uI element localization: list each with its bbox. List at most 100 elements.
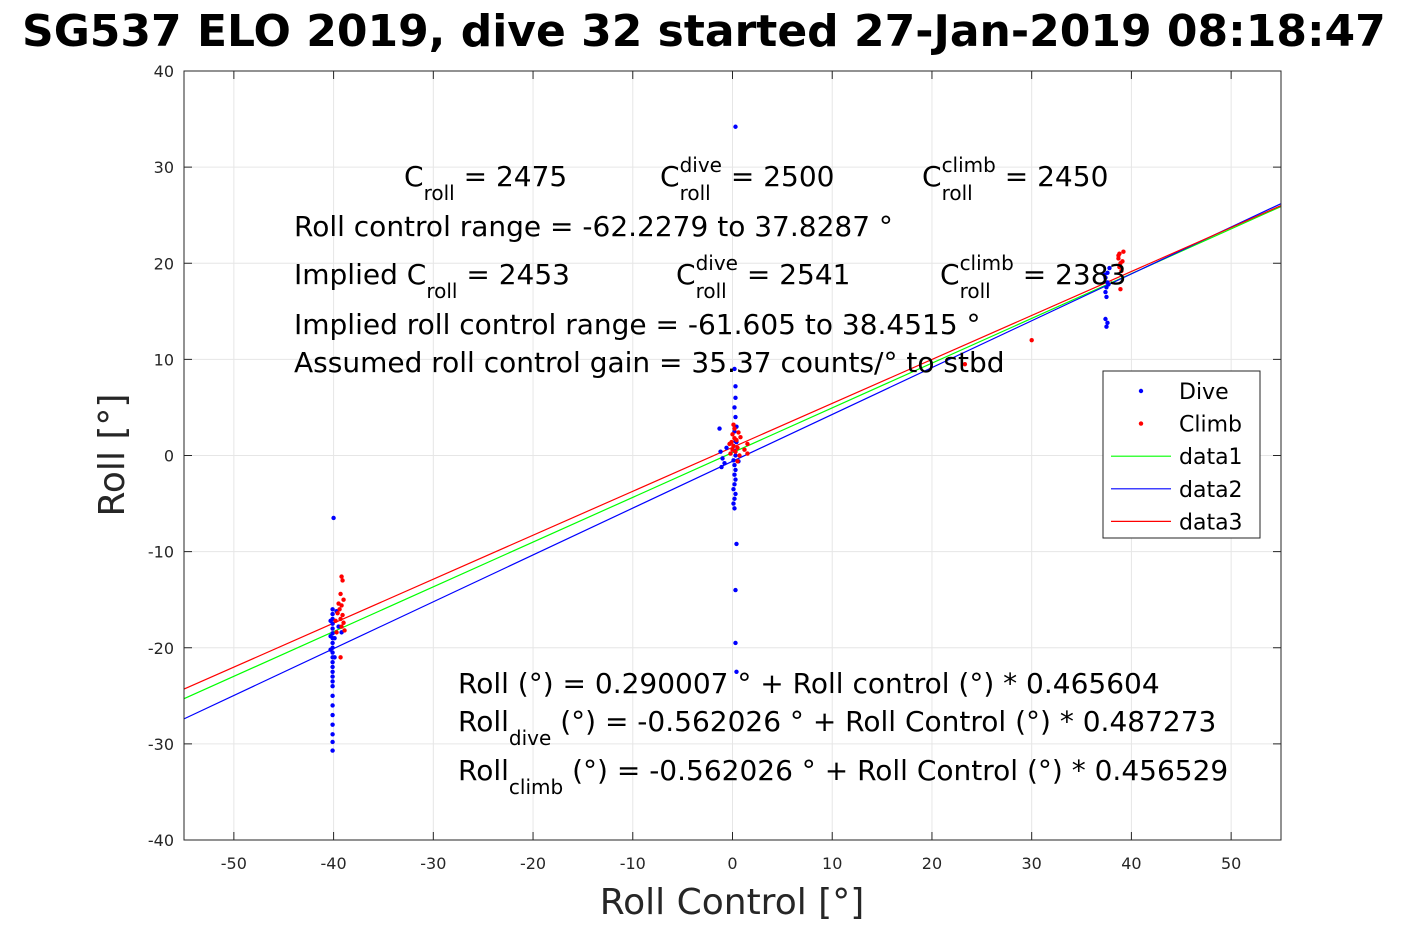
dive-point	[1106, 282, 1111, 287]
climb-point	[337, 607, 342, 612]
annotation-part: roll	[426, 279, 457, 303]
annotations: Croll = 2475 Cdive roll = 2500 Cclimb roll =…	[294, 153, 1228, 799]
annotation-part: Implied roll control range = -61.605 to …	[294, 308, 981, 341]
dive-point	[731, 486, 736, 492]
annotation-part: = 2453	[457, 258, 570, 291]
dive-point	[733, 414, 738, 420]
dive-point	[724, 445, 729, 451]
dive-point	[717, 426, 722, 431]
dive-point	[732, 366, 737, 372]
climb-point	[338, 616, 343, 622]
legend-label: Dive	[1179, 380, 1229, 405]
annotation-part: = 2541	[738, 258, 851, 291]
annotation-part: C	[940, 258, 960, 291]
dive-point	[1104, 294, 1109, 300]
dive-point	[1105, 320, 1110, 326]
annotation-part: C	[404, 160, 424, 193]
annotation-part: Implied C	[294, 258, 426, 291]
legend-marker-climb	[1138, 421, 1144, 426]
dive-point	[733, 491, 738, 497]
annotation-part: C	[922, 160, 942, 193]
annotation-implied-range: Implied roll control range = -61.605 to …	[294, 308, 981, 341]
chart-title: SG537 ELO 2019, dive 32 started 27-Jan-2…	[22, 6, 1386, 57]
dive-point	[733, 453, 738, 458]
dive-point	[734, 669, 739, 674]
climb-point	[334, 630, 339, 635]
climb-point	[341, 620, 346, 625]
climb-point	[340, 578, 345, 583]
annotation-fit-dive: Rolldive (°) = -0.562026 ° + Roll Contro…	[458, 705, 1216, 750]
dive-point	[330, 722, 335, 727]
dive-point	[328, 647, 333, 652]
dive-point	[330, 659, 335, 665]
dive-point	[330, 664, 335, 670]
dive-point	[330, 640, 335, 646]
climb-point	[736, 430, 741, 435]
climb-point	[962, 361, 968, 367]
climb-point	[1029, 337, 1034, 343]
legend: Dive Climb data1 data2 data3	[1102, 370, 1261, 539]
dive-point	[330, 669, 335, 674]
y-tick-label: 10	[154, 350, 174, 369]
dive-point	[330, 712, 335, 718]
annotation-part: C	[676, 258, 696, 291]
annotation-part: roll	[680, 181, 711, 205]
climb-point	[745, 441, 750, 447]
climb-point	[1118, 287, 1123, 292]
dive-point	[330, 674, 335, 679]
annotation-c-roll-dive: Cdive roll = 2500	[660, 153, 835, 205]
x-tick-label: 30	[1022, 854, 1042, 873]
legend-label: Climb	[1179, 413, 1242, 438]
annotation-part: Roll	[458, 705, 509, 738]
dive-point	[330, 611, 335, 617]
climb-point	[727, 441, 732, 447]
annotation-part: roll	[942, 181, 973, 205]
annotation-part: (°) = -0.562026 ° + Roll Control (°) * 0…	[563, 754, 1228, 787]
dive-point	[733, 640, 738, 646]
y-tick-label: -10	[148, 543, 174, 562]
annotation-gain: Assumed roll control gain = 35.37 counts…	[294, 346, 1005, 379]
dive-point	[332, 655, 337, 660]
annotation-part: roll	[696, 279, 727, 303]
x-tick-label: -50	[221, 854, 247, 873]
dive-point	[732, 405, 737, 410]
annotation-c-roll-climb: Cclimb roll = 2450	[922, 153, 1108, 205]
y-tick-label: 40	[154, 62, 174, 81]
climb-point	[742, 447, 747, 452]
y-tick-label: -20	[148, 639, 174, 658]
annotation-implied-c-roll-climb: Cclimb roll = 2383	[940, 251, 1126, 303]
dive-point	[330, 703, 335, 708]
climb-point	[339, 624, 344, 629]
dive-point	[733, 467, 738, 473]
x-tick-label: -30	[420, 854, 446, 873]
x-axis-label: Roll Control [°]	[600, 882, 865, 923]
dive-point	[330, 679, 335, 684]
climb-point	[733, 449, 738, 454]
dive-point	[328, 618, 333, 624]
dive-point	[732, 496, 737, 501]
climb-point	[339, 574, 344, 579]
climb-point	[735, 445, 740, 451]
dive-point	[1103, 289, 1108, 295]
climb-point	[732, 426, 737, 431]
climb-point	[1117, 264, 1122, 270]
dive-point	[732, 462, 737, 468]
annotation-part: roll	[960, 279, 991, 303]
dive-point	[330, 693, 335, 699]
annotation-part: dive	[696, 251, 738, 275]
dive-point	[733, 395, 738, 401]
climb-point	[340, 612, 345, 618]
dive-point	[732, 506, 737, 511]
x-tick-label: 20	[922, 854, 942, 873]
climb-point	[1120, 259, 1125, 264]
annotation-part: C	[660, 160, 680, 193]
dive-point	[330, 607, 335, 612]
y-tick-label: 20	[154, 254, 174, 273]
annotation-part: climb	[509, 775, 563, 799]
legend-label: data2	[1179, 478, 1243, 503]
dive-point	[1102, 272, 1107, 277]
climb-point	[734, 437, 739, 443]
climb-point	[745, 451, 750, 456]
dive-point	[734, 541, 739, 547]
